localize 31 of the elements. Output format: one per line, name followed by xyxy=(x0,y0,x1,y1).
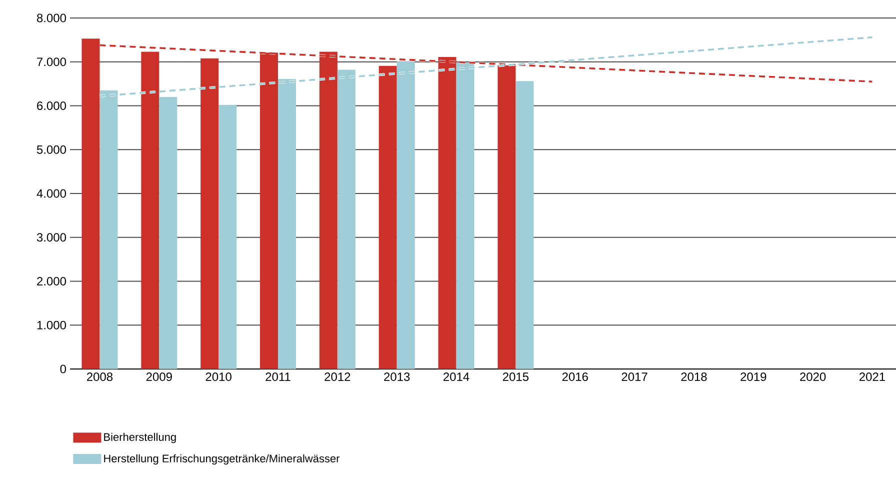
x-tick-label: 2008 xyxy=(86,372,113,382)
bar xyxy=(200,58,219,369)
x-tick-label: 2017 xyxy=(622,372,648,382)
legend-label: Herstellung Erfrischungsgetränke/Mineralwässer xyxy=(104,454,340,465)
y-tick-label: 3.000 xyxy=(36,233,66,242)
bar xyxy=(159,96,178,369)
x-tick-label: 2019 xyxy=(740,372,766,382)
bar xyxy=(218,104,237,369)
bar xyxy=(516,81,534,369)
x-tick-label: 2009 xyxy=(146,372,172,382)
y-tick-label: 2.000 xyxy=(37,277,66,286)
y-tick-label: 7.000 xyxy=(37,58,66,66)
x-tick-label: 2021 xyxy=(859,372,885,382)
x-tick-label: 2012 xyxy=(324,372,350,382)
x-tick-label: 2014 xyxy=(444,372,470,382)
bar xyxy=(378,66,397,369)
y-tick-label: 4.000 xyxy=(36,189,66,198)
y-tick-label: 8.000 xyxy=(36,14,66,22)
y-tick-label: 5.000 xyxy=(36,145,66,154)
y-tick-label: 6.000 xyxy=(37,102,66,110)
x-tick-label: 2018 xyxy=(681,372,707,382)
x-tick-label: 2020 xyxy=(800,372,826,382)
y-tick-label: 1.000 xyxy=(37,320,66,330)
x-tick-label: 2011 xyxy=(266,372,290,382)
x-tick-label: 2016 xyxy=(562,372,588,382)
bar xyxy=(141,52,160,369)
legend-label: Bierherstellung xyxy=(104,432,176,444)
x-tick-label: 2013 xyxy=(384,372,410,382)
x-tick-label: 2015 xyxy=(502,372,529,382)
y-tick-label: 0 xyxy=(60,364,66,374)
x-tick-label: 2010 xyxy=(206,372,232,382)
